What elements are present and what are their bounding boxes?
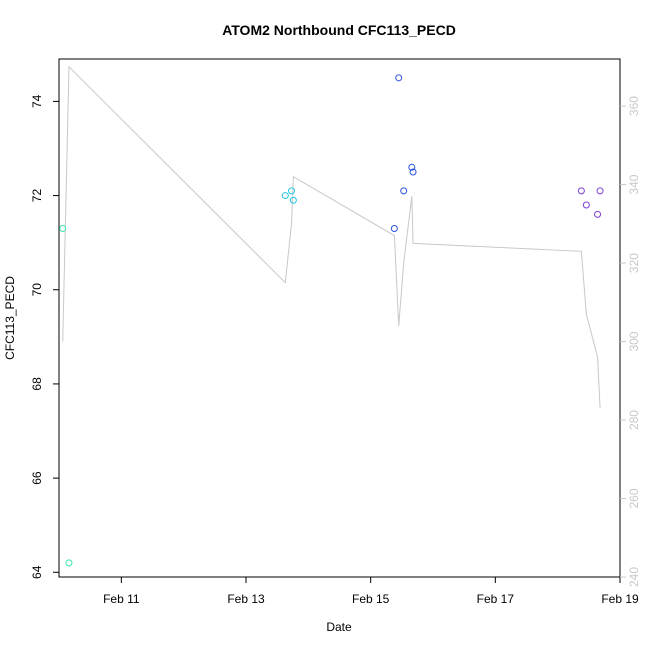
y2-tick-label: 280 bbox=[627, 410, 641, 430]
plot-frame bbox=[58, 58, 621, 578]
series-line bbox=[62, 65, 601, 409]
x-axis: Feb 11 Feb 13 Feb 15 Feb 17 Feb 19 bbox=[103, 577, 639, 606]
chart-title: ATOM2 Northbound CFC113_PECD bbox=[222, 22, 456, 38]
y2-tick-label: 260 bbox=[627, 488, 641, 508]
x-tick-label: Feb 17 bbox=[477, 592, 515, 606]
x-tick-label: Feb 19 bbox=[601, 592, 639, 606]
data-point bbox=[594, 210, 602, 218]
scatter-points bbox=[59, 74, 604, 567]
y-tick-label: 66 bbox=[30, 471, 44, 485]
y-axis-label: CFC113_PECD bbox=[3, 276, 17, 360]
y2-tick-label: 340 bbox=[627, 174, 641, 194]
data-point bbox=[408, 163, 416, 171]
x-tick-label: Feb 13 bbox=[227, 592, 265, 606]
x-tick-label: Feb 15 bbox=[352, 592, 390, 606]
data-point bbox=[409, 168, 417, 176]
line-series bbox=[62, 65, 601, 409]
data-point bbox=[390, 225, 398, 233]
y-axis: 64 66 68 70 72 74 bbox=[30, 94, 59, 579]
y-tick-label: 74 bbox=[30, 94, 44, 108]
y-tick-label: 70 bbox=[30, 283, 44, 297]
y-tick-label: 64 bbox=[30, 565, 44, 579]
y2-tick-label: 240 bbox=[627, 567, 641, 587]
data-point bbox=[582, 201, 590, 209]
y-tick-label: 68 bbox=[30, 377, 44, 391]
y2-axis: 240 260 280 300 320 340 360 bbox=[620, 96, 641, 587]
data-point bbox=[288, 187, 296, 195]
y2-tick-label: 320 bbox=[627, 253, 641, 273]
x-tick-label: Feb 11 bbox=[103, 592, 140, 606]
data-point bbox=[596, 187, 604, 195]
data-point bbox=[395, 74, 403, 82]
data-point bbox=[59, 225, 67, 233]
data-point bbox=[281, 192, 289, 200]
y2-tick-label: 360 bbox=[627, 96, 641, 116]
x-axis-label: Date bbox=[326, 620, 352, 634]
y2-tick-label: 300 bbox=[627, 331, 641, 351]
data-point bbox=[400, 187, 408, 195]
data-point bbox=[65, 559, 73, 567]
data-point bbox=[289, 196, 297, 204]
data-point bbox=[577, 187, 585, 195]
y-tick-label: 72 bbox=[30, 189, 44, 203]
